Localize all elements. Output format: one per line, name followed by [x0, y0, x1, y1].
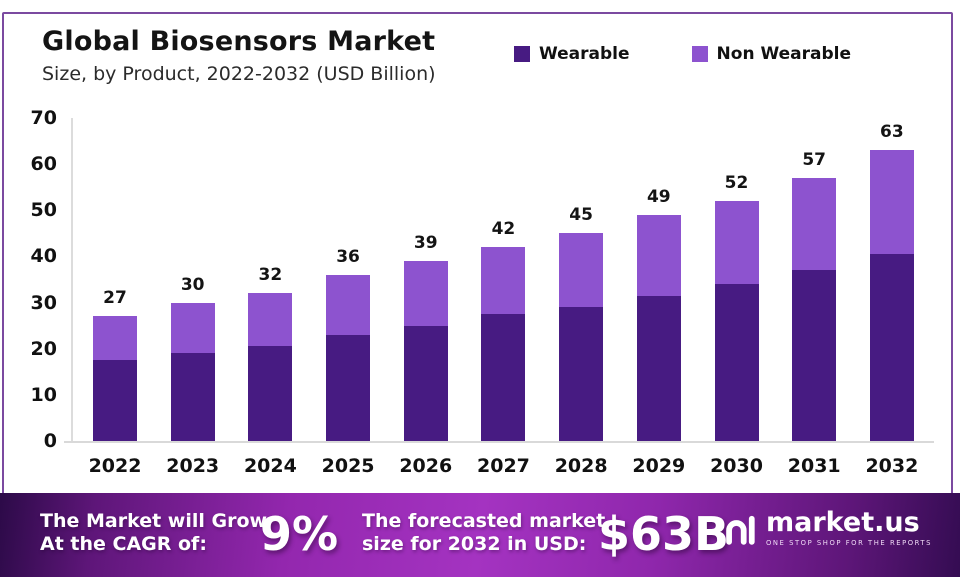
bar-2032: 63	[869, 118, 914, 441]
bottom-strip	[0, 577, 960, 584]
x-tick-label: 2024	[243, 455, 297, 477]
y-tick-label: 70	[30, 107, 57, 129]
bar-2029: 49	[636, 118, 681, 441]
x-axis-line	[64, 441, 934, 443]
x-axis: 2022 2023 2024 2025 2026 2027 2028 2029 2030 2031…	[88, 455, 919, 477]
x-tick-label: 2025	[321, 455, 375, 477]
x-tick-label: 2029	[632, 455, 686, 477]
x-tick-label: 2031	[787, 455, 841, 477]
bar-2030: 52	[714, 118, 759, 441]
cagr-value: 9%	[260, 507, 339, 561]
segment-wearable	[714, 284, 759, 441]
bar-2031: 57	[792, 118, 837, 441]
x-tick-label: 2030	[710, 455, 763, 477]
segment-wearable	[403, 325, 448, 441]
bar-total-label: 42	[491, 219, 516, 240]
legend-swatch	[514, 46, 530, 62]
bar-2025: 36	[326, 118, 371, 441]
segment-wearable	[636, 295, 681, 441]
bar-2027: 42	[481, 118, 526, 441]
bar-2024: 32	[248, 118, 293, 441]
legend-label: Wearable	[539, 44, 630, 64]
cagr-label: The Market will Grow At the CAGR of:	[40, 510, 267, 556]
legend-item-non-wearable: Non Wearable	[691, 44, 851, 64]
segment-non-wearable	[559, 233, 604, 308]
cagr-label-line1: The Market will Grow	[40, 510, 268, 532]
legend-item-wearable: Wearable	[514, 44, 630, 64]
market-us-icon	[717, 515, 755, 545]
bar-2022: 27	[93, 118, 137, 441]
x-tick-label: 2023	[166, 455, 220, 477]
brand-tagline: ONE STOP SHOP FOR THE REPORTS	[766, 539, 932, 547]
page-title: Global Biosensors Market	[42, 26, 436, 57]
y-tick-label: 10	[30, 383, 57, 406]
segment-non-wearable	[326, 274, 371, 335]
bars: 27 30 32 36 39 42 45 49 52 57 63	[93, 118, 914, 441]
x-tick-label: 2032	[865, 455, 919, 477]
brand-name: market.us	[766, 507, 920, 538]
y-axis: 0 10 20 30 40 50 60 70	[0, 107, 57, 452]
x-tick-label: 2026	[399, 455, 453, 477]
chart-header: Global Biosensors Market Size, by Produc…	[42, 26, 436, 85]
bar-total-label: 52	[724, 173, 749, 194]
legend: Wearable Non Wearable	[514, 44, 851, 64]
brand-logo: market.us ONE STOP SHOP FOR THE REPORTS	[716, 509, 932, 547]
segment-non-wearable	[481, 247, 526, 315]
brand-text: market.us ONE STOP SHOP FOR THE REPORTS	[766, 507, 932, 548]
bar-total-label: 27	[103, 288, 127, 309]
segment-non-wearable	[170, 302, 215, 354]
y-tick-label: 20	[30, 337, 57, 360]
segment-non-wearable	[636, 214, 681, 296]
forecast-value: $63B	[598, 507, 730, 561]
segment-non-wearable	[714, 201, 759, 285]
bar-2026: 39	[403, 118, 448, 441]
segment-wearable	[481, 314, 526, 441]
footer-banner: The Market will Grow At the CAGR of: 9% …	[0, 493, 960, 577]
segment-wearable	[170, 353, 215, 441]
forecast-label-line1: The forecasted market	[362, 510, 606, 532]
segment-non-wearable	[403, 261, 448, 326]
bar-total-label: 45	[569, 205, 593, 226]
bar-total-label: 63	[880, 122, 904, 143]
bar-total-label: 30	[180, 274, 205, 295]
segment-wearable	[792, 270, 837, 441]
legend-label: Non Wearable	[716, 44, 851, 64]
segment-wearable	[559, 307, 604, 441]
y-axis-line	[71, 118, 73, 443]
segment-non-wearable	[93, 316, 137, 361]
x-tick-label: 2028	[554, 455, 608, 477]
bar-total-label: 36	[336, 246, 360, 267]
x-tick-label: 2022	[88, 455, 142, 477]
legend-swatch	[691, 46, 708, 62]
y-tick-label: 30	[30, 291, 57, 314]
segment-non-wearable	[869, 150, 914, 255]
bar-2028: 45	[559, 118, 604, 441]
segment-wearable	[93, 360, 137, 441]
bar-total-label: 49	[646, 186, 671, 207]
y-tick-label: 50	[30, 199, 57, 222]
y-tick-label: 60	[30, 153, 57, 176]
page-subtitle: Size, by Product, 2022-2032 (USD Billion…	[42, 63, 436, 85]
segment-non-wearable	[792, 178, 837, 271]
y-tick-label: 0	[43, 430, 57, 452]
forecast-label-line2: size for 2032 in USD:	[362, 533, 587, 555]
forecast-label: The forecasted market size for 2032 in U…	[362, 510, 605, 556]
segment-non-wearable	[248, 293, 293, 347]
bar-total-label: 39	[413, 233, 438, 254]
bar-total-label: 57	[802, 150, 827, 170]
x-tick-label: 2027	[477, 455, 530, 477]
bar-2023: 30	[170, 118, 215, 441]
y-tick-label: 40	[30, 245, 57, 268]
segment-wearable	[326, 334, 371, 441]
bar-total-label: 32	[258, 265, 283, 286]
cagr-label-line2: At the CAGR of:	[40, 533, 207, 555]
segment-wearable	[248, 346, 293, 441]
segment-wearable	[869, 254, 914, 441]
